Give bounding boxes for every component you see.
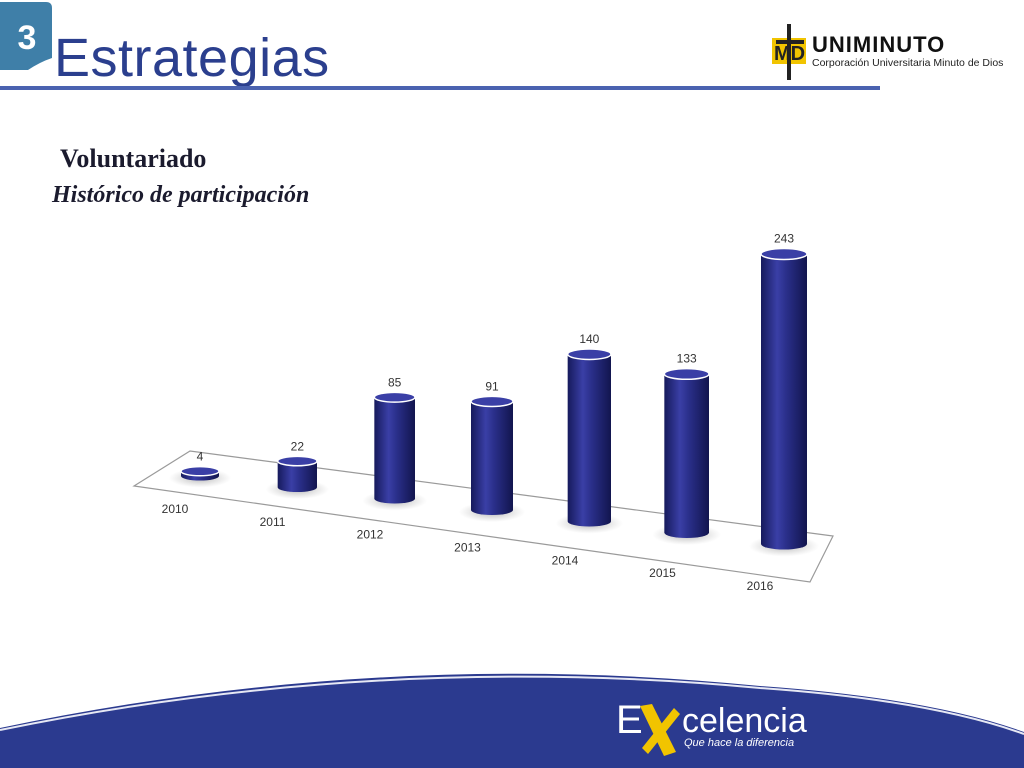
bar-2012 (374, 397, 415, 504)
data-label: 85 (388, 375, 402, 389)
bar-top-2015 (663, 367, 710, 381)
uniminuto-logo: MD (772, 24, 806, 80)
bar-top-2014 (566, 348, 612, 361)
category-label: 2014 (552, 553, 579, 567)
bar-top-2016 (760, 247, 808, 261)
excelencia-tagline: Que hace la diferencia (684, 737, 795, 749)
logo-mark-icon: MD (772, 24, 806, 80)
category-label: 2013 (454, 541, 481, 555)
bar-top-2011 (276, 455, 318, 467)
chart-heading: Voluntariado (60, 144, 207, 173)
category-label: 2011 (260, 515, 286, 529)
bar-2011 (277, 461, 317, 493)
excelencia-x-icon (640, 704, 680, 756)
excelencia-logo-e: E (616, 698, 643, 742)
category-label: 2010 (162, 502, 189, 516)
logo-name: UNIMINUTO (812, 32, 946, 57)
section-badge (0, 2, 52, 70)
page-title: Estrategias (54, 28, 330, 88)
bar-2013 (471, 401, 513, 516)
section-number: 3 (17, 19, 37, 57)
category-label: 2015 (649, 566, 676, 580)
bar-2014 (567, 354, 611, 527)
chart-subheading: Histórico de participación (52, 182, 310, 208)
data-label: 91 (485, 379, 499, 393)
category-label: 2016 (747, 579, 774, 593)
title-divider (0, 86, 880, 90)
data-label: 243 (774, 231, 794, 245)
data-label: 22 (291, 439, 305, 453)
bar-top-2012 (373, 391, 416, 403)
footer-band (0, 673, 1024, 768)
data-label: 140 (579, 332, 599, 346)
bar-top-2010 (180, 465, 220, 477)
data-label: 133 (677, 352, 697, 366)
bar-2015 (664, 373, 709, 539)
data-label: 4 (197, 450, 204, 464)
category-label: 2012 (357, 528, 384, 542)
bar-top-2013 (470, 395, 514, 408)
logo-subtitle: Corporación Universitaria Minuto de Dios (812, 57, 1004, 69)
logo-mark-text: MD (774, 43, 805, 65)
bar-2016 (761, 254, 807, 550)
excelencia-logo-word: celencia (682, 702, 807, 740)
